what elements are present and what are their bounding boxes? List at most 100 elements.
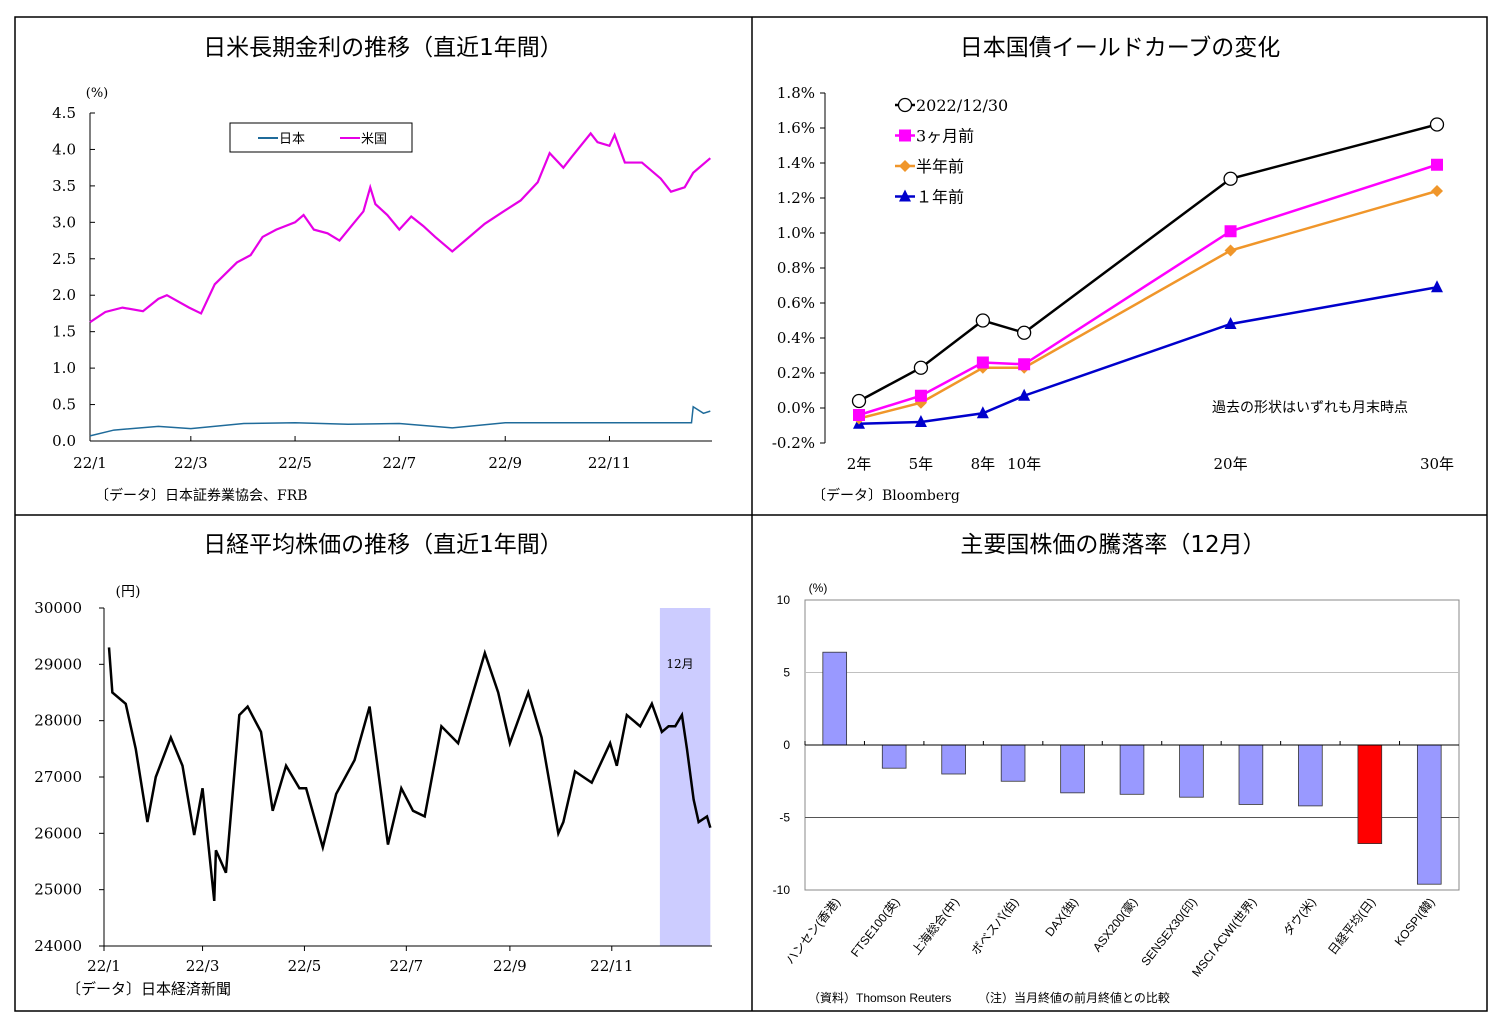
x-tick-label: DAX(独): [1042, 895, 1081, 939]
x-tick-label: 22/9: [493, 957, 527, 975]
x-tick-label: 5年: [909, 455, 934, 473]
x-tick-label: 22/3: [174, 454, 208, 472]
bar: [1060, 744, 1085, 794]
data-point: [1223, 171, 1238, 186]
data-point: [976, 356, 989, 369]
bar: [1119, 744, 1145, 795]
y-tick-label: 1.5: [52, 323, 76, 341]
x-tick-label: 22/7: [389, 957, 423, 975]
y-tick-label: 1.0: [52, 359, 76, 377]
data-point: [1431, 280, 1443, 293]
legend-label: 2022/12/30: [916, 96, 1008, 115]
y-tick-label: 1.0%: [777, 224, 815, 242]
x-tick-label: SENSEX30(印): [1138, 895, 1200, 968]
y-tick-label: 5: [783, 666, 790, 680]
legend-marker: [899, 129, 911, 142]
data-point: [1431, 185, 1443, 197]
y-tick-label: 25000: [34, 881, 82, 899]
x-tick-label: 2年: [847, 455, 872, 473]
data-point: [1224, 317, 1237, 329]
panel-borders: [14, 16, 1488, 1012]
data-point: [1224, 225, 1237, 238]
x-tick-label: 22/1: [87, 957, 121, 975]
y-tick-label: 0.8%: [777, 259, 815, 277]
data-point: [851, 393, 867, 409]
x-tick-label: 上海総合(中): [908, 895, 962, 958]
data-point: [1224, 244, 1237, 257]
y-tick-label: -5: [779, 811, 790, 825]
series-line-japan: [89, 405, 711, 437]
x-tick-label: 22/1: [73, 454, 107, 472]
y-tick-label: 1.6%: [777, 119, 815, 137]
series-line: [858, 123, 1438, 403]
y-tick-label: 2.5: [52, 250, 76, 268]
y-axis-label: (%): [809, 581, 828, 595]
legend-label: 3ヶ月前: [916, 127, 974, 146]
y-tick-label: 24000: [34, 937, 82, 955]
bar: [822, 651, 848, 746]
data-point: [1018, 388, 1031, 401]
source-note: （資料）Thomson Reuters: [808, 991, 951, 1005]
legend-label: 半年前: [916, 157, 964, 176]
highlight-label: 12月: [666, 657, 693, 671]
y-tick-label: 0.0: [52, 432, 76, 450]
data-point: [914, 389, 927, 402]
y-tick-label: 0.2%: [777, 364, 815, 382]
y-tick-label: 0: [783, 738, 790, 752]
nikkei-line: [107, 647, 712, 902]
x-tick-label: 日経平均(日): [1325, 895, 1378, 957]
y-tick-label: 4.5: [52, 104, 76, 122]
chart3-title: 日経平均株価の推移（直近1年間）: [203, 532, 563, 558]
bar: [941, 744, 966, 775]
x-tick-label: 22/9: [488, 454, 522, 472]
y-tick-label: 28000: [34, 712, 82, 730]
legend-label: １年前: [916, 188, 964, 207]
series-line: [858, 189, 1438, 420]
legend-marker: [899, 160, 911, 172]
y-tick-label: 2.0: [52, 286, 76, 304]
legend-label: 米国: [361, 132, 387, 147]
y-tick-label: 0.4%: [777, 329, 815, 347]
x-tick-label: 22/3: [186, 957, 220, 975]
source-note: 〔データ〕日本証券業協会、FRB: [95, 487, 308, 504]
annotation: 過去の形状はいずれも月末時点: [1212, 400, 1408, 416]
bar: [1000, 744, 1026, 782]
x-tick-label: 8年: [971, 455, 996, 473]
y-tick-label: 1.8%: [777, 84, 815, 102]
x-tick-label: ダウ(米): [1280, 895, 1319, 939]
source-note: 〔データ〕Bloomberg: [812, 487, 960, 504]
x-tick-label: 22/7: [382, 454, 416, 472]
x-tick-label: KOSPI(韓): [1392, 895, 1438, 948]
x-tick-label: 22/11: [590, 957, 633, 975]
y-tick-label: 10: [777, 593, 791, 607]
x-tick-label: ASX200(豪): [1089, 895, 1140, 955]
y-tick-label: 26000: [34, 824, 82, 842]
data-point: [853, 409, 865, 421]
x-tick-label: 20年: [1214, 455, 1248, 473]
source-note: 〔データ〕日本経済新聞: [66, 980, 231, 998]
y-tick-label: 0.0%: [777, 399, 815, 417]
x-tick-label: FTSE100(英): [848, 895, 903, 959]
data-point: [1018, 358, 1031, 371]
x-tick-label: 22/5: [288, 957, 322, 975]
data-point: [975, 313, 991, 328]
y-tick-label: 3.0: [52, 213, 76, 231]
series-line: [858, 286, 1438, 425]
december-highlight: [659, 608, 711, 946]
data-point: [976, 406, 989, 419]
y-tick-label: 30000: [34, 599, 82, 617]
x-tick-label: 22/5: [278, 454, 312, 472]
series-line-us: [89, 131, 712, 324]
x-tick-label: ボベスパ(伯): [968, 895, 1022, 958]
y-axis-label: (%): [86, 86, 109, 101]
y-tick-label: 0.5: [52, 396, 76, 414]
data-point: [914, 415, 927, 427]
y-tick-label: 1.4%: [777, 154, 815, 172]
y-tick-label: 4.0: [52, 140, 76, 158]
data-point: [1429, 117, 1445, 132]
bar: [1238, 744, 1264, 805]
x-tick-label: 10年: [1007, 455, 1041, 473]
y-tick-label: -0.2%: [772, 434, 815, 452]
